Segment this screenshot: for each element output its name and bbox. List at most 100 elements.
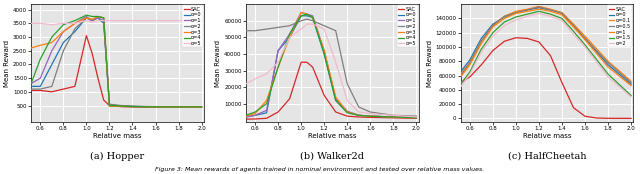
SAC xyxy=(524,37,531,39)
α=0 xyxy=(466,59,474,61)
α=2 xyxy=(367,111,374,113)
α=2 xyxy=(263,28,271,30)
α=5 xyxy=(117,19,125,22)
α=0 xyxy=(303,15,311,17)
α=2 xyxy=(152,106,159,108)
α=5 xyxy=(140,19,148,22)
α=5 xyxy=(100,19,108,22)
α=0.1 xyxy=(457,73,465,75)
Line: α=4: α=4 xyxy=(31,15,202,107)
α=3 xyxy=(252,113,259,115)
α=0 xyxy=(175,106,182,108)
α=0 xyxy=(558,12,566,14)
α=0 xyxy=(535,7,543,9)
α=0 xyxy=(140,106,148,108)
α=1 xyxy=(60,30,67,33)
α=3 xyxy=(94,15,102,18)
Line: α=1: α=1 xyxy=(461,9,631,86)
SAC xyxy=(303,61,311,63)
α=1 xyxy=(581,39,589,41)
Line: α=2: α=2 xyxy=(31,17,202,107)
α=0 xyxy=(500,16,508,18)
α=3 xyxy=(88,18,96,20)
α=3 xyxy=(106,105,113,107)
α=1 xyxy=(457,76,465,78)
α=0 xyxy=(344,111,351,113)
SAC xyxy=(140,106,148,108)
α=4 xyxy=(390,116,397,118)
α=1.5 xyxy=(627,94,635,97)
α=1 xyxy=(175,106,182,108)
α=1 xyxy=(627,85,635,87)
Line: α=4: α=4 xyxy=(246,14,417,118)
α=0 xyxy=(309,16,317,18)
α=4 xyxy=(28,83,35,85)
α=2 xyxy=(71,28,79,30)
α=0 xyxy=(413,116,420,118)
α=0 xyxy=(524,9,531,11)
α=4 xyxy=(286,33,294,35)
α=0 xyxy=(275,50,282,52)
α=4 xyxy=(152,106,159,108)
α=0 xyxy=(604,64,612,66)
SAC xyxy=(466,76,474,78)
α=0.5 xyxy=(547,9,554,11)
α=5 xyxy=(198,19,205,22)
SAC xyxy=(152,106,159,108)
α=5 xyxy=(332,61,340,63)
α=1.5 xyxy=(547,13,554,15)
α=2 xyxy=(117,104,125,106)
SAC xyxy=(604,117,612,119)
α=0.1 xyxy=(547,8,554,10)
α=5 xyxy=(94,19,102,22)
Line: α=0.1: α=0.1 xyxy=(461,6,631,81)
Line: SAC: SAC xyxy=(31,36,202,107)
α=2 xyxy=(355,106,363,108)
α=4 xyxy=(321,53,328,55)
Line: α=5: α=5 xyxy=(246,24,417,117)
SAC xyxy=(198,106,205,108)
SAC xyxy=(286,98,294,100)
α=0 xyxy=(547,9,554,11)
α=0.5 xyxy=(512,12,520,14)
α=0 xyxy=(627,83,635,85)
α=1 xyxy=(390,116,397,118)
Legend: SAC, α=0, α=1, α=2, α=3, α=4, α=5: SAC, α=0, α=1, α=2, α=3, α=4, α=5 xyxy=(182,5,203,48)
α=5 xyxy=(242,83,250,85)
SAC xyxy=(558,82,566,84)
α=2 xyxy=(535,12,543,14)
α=0 xyxy=(298,15,305,17)
α=0.1 xyxy=(627,80,635,82)
α=1 xyxy=(512,12,520,14)
α=3 xyxy=(48,41,56,44)
α=2 xyxy=(28,88,35,90)
α=0.1 xyxy=(500,15,508,17)
α=1.5 xyxy=(457,83,465,85)
α=3 xyxy=(413,117,420,119)
α=2 xyxy=(558,19,566,22)
SAC xyxy=(593,117,600,119)
α=2 xyxy=(100,17,108,19)
SAC xyxy=(321,94,328,96)
α=5 xyxy=(344,99,351,101)
α=0.5 xyxy=(500,15,508,17)
α=1.5 xyxy=(535,10,543,12)
SAC xyxy=(535,41,543,43)
α=0 xyxy=(36,85,44,87)
α=2 xyxy=(175,106,182,108)
α=3 xyxy=(242,115,250,117)
α=1 xyxy=(129,105,136,107)
α=0 xyxy=(286,36,294,38)
α=1 xyxy=(547,10,554,12)
α=0 xyxy=(457,71,465,73)
α=0.5 xyxy=(558,12,566,14)
α=1 xyxy=(48,50,56,52)
α=1 xyxy=(489,26,497,28)
α=2 xyxy=(332,30,340,32)
α=3 xyxy=(152,106,159,108)
α=1.5 xyxy=(466,71,474,73)
α=0.1 xyxy=(524,8,531,10)
α=2 xyxy=(88,19,96,22)
α=2 xyxy=(512,19,520,21)
α=1 xyxy=(242,116,250,118)
